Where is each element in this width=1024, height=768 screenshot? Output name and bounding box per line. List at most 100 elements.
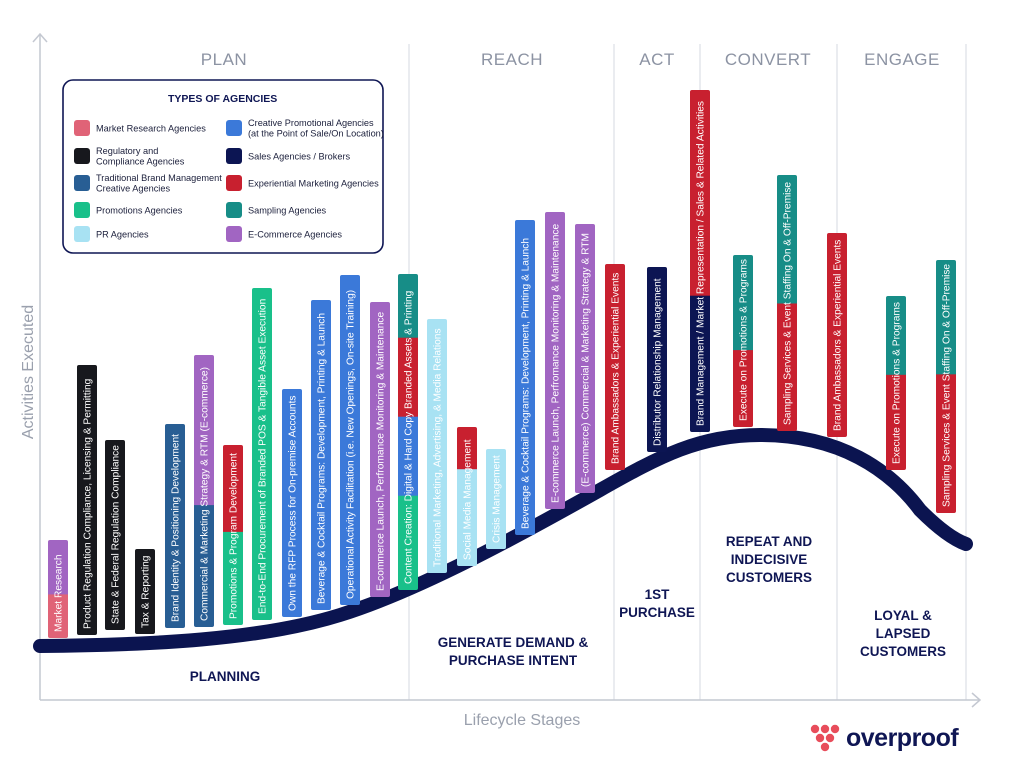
legend-swatch — [74, 148, 90, 164]
legend-label: Sales Agencies / Brokers — [248, 151, 351, 161]
activity-pill: Own the RFP Process for On-premise Accou… — [282, 389, 302, 617]
pill-segment-sampling — [733, 255, 753, 351]
activity-pill: End-to-End Procurement of Branded POS & … — [252, 288, 272, 620]
legend-swatch — [226, 175, 242, 191]
logo-mark-dot — [820, 724, 830, 734]
pill-segment-ecommerce — [575, 224, 595, 493]
activity-label: E-commerce Launch, Perfromance Monitorin… — [551, 224, 562, 503]
legend-label: Market Research Agencies — [96, 123, 206, 133]
legend-swatch — [226, 148, 242, 164]
bucket-label: PURCHASE INTENT — [449, 653, 578, 668]
activity-label: Beverage & Cocktail Programs: Developmen… — [317, 313, 328, 604]
activity-pill: E-commerce Launch, Perfromance Monitorin… — [545, 212, 565, 509]
bucket-label: LAPSED — [876, 626, 931, 641]
activity-pill: (E-commerce) Commercial & Marketing Stra… — [575, 224, 595, 493]
bucket-label: 1ST — [645, 587, 671, 602]
stage-label-act: ACT — [639, 50, 675, 69]
pill-segment-ecommerce — [370, 302, 390, 597]
activity-label: Commercial & Marketing Strategy & RTM (E… — [200, 367, 211, 621]
axes-layer: Activities Executed Lifecycle Stages — [20, 32, 982, 729]
pill-segment-experiential — [690, 90, 710, 296]
legend-label: Promotions Agencies — [96, 205, 183, 215]
activity-label: Promotions & Program Development — [229, 453, 240, 619]
pills-layer: Market Research Product Regulation Compli… — [48, 90, 956, 638]
activity-pill: Social Media Management — [457, 427, 477, 566]
legend-title: TYPES OF AGENCIES — [168, 93, 277, 105]
pill-segment-ecommerce — [194, 355, 214, 506]
pill-segment-pr — [427, 319, 447, 573]
legend-swatch — [226, 120, 242, 136]
legend-swatch — [74, 175, 90, 191]
activity-label: End-to-End Procurement of Branded POS & … — [258, 299, 269, 614]
activity-pill: E-commerce Launch, Perfromance Monitorin… — [370, 302, 390, 597]
activity-label: Market Research — [54, 554, 65, 632]
pill-segment-sales — [647, 267, 667, 452]
stage-labels: PLAN REACH ACT CONVERT ENGAGE — [201, 50, 940, 69]
bucket-label: REPEAT AND — [726, 534, 813, 549]
logo-mark-dot — [825, 733, 835, 743]
legend-label: Traditional Brand Management — [96, 173, 222, 183]
activity-pill: Market Research — [48, 540, 68, 638]
activity-label: Brand Management / Market Representation… — [696, 101, 707, 426]
legend-swatch — [74, 120, 90, 136]
pill-segment-experiential — [457, 427, 477, 470]
pill-segment-experiential — [936, 373, 956, 513]
activity-pill: Brand Ambassadors & Experiential Events — [605, 264, 625, 470]
activity-pill: Promotions & Program Development — [223, 445, 243, 625]
y-axis — [32, 32, 48, 700]
pill-segment-experiential — [398, 337, 418, 417]
activity-pill: Brand Ambassadors & Experiential Events — [827, 233, 847, 437]
legend-frame — [62, 79, 384, 254]
activity-pill: Brand Management / Market Representation… — [690, 90, 710, 432]
activity-pill: Execute on Promotions & Programs — [733, 255, 753, 427]
overproof-logo: overproof — [810, 724, 960, 752]
activity-label: Traditional Marketing, Advertising, & Me… — [433, 328, 444, 567]
activity-label: Content Creation: Digital & Hard Copy Br… — [404, 290, 415, 584]
pill-segment-creative-promo — [282, 389, 302, 617]
pill-segment-experiential — [223, 445, 243, 532]
pill-segment-traditional-brand — [165, 424, 185, 628]
legend-label: Sampling Agencies — [248, 205, 327, 215]
activity-label: Execute on Promotions & Programs — [892, 302, 903, 464]
activity-pill: Distributor Relationship Management — [647, 267, 667, 452]
pill-segment-traditional-brand — [194, 504, 214, 627]
legend-swatch — [226, 226, 242, 242]
pill-segment-ecommerce — [48, 540, 68, 595]
activity-label: Own the RFP Process for On-premise Accou… — [288, 395, 299, 611]
activity-label: Execute on Promotions & Programs — [739, 259, 750, 421]
x-axis — [40, 692, 982, 708]
pill-segment-experiential — [827, 233, 847, 437]
pill-segment-sampling — [886, 296, 906, 375]
pill-segment-regulatory — [77, 365, 97, 635]
activity-pill: Crisis Management — [486, 449, 506, 549]
pill-segment-experiential — [886, 374, 906, 470]
activity-pill: Content Creation: Digital & Hard Copy Br… — [398, 274, 418, 590]
grid-layer — [408, 44, 967, 700]
legend-box: TYPES OF AGENCIES Market Research Agencie… — [62, 79, 384, 254]
activity-label: (E-commerce) Commercial & Marketing Stra… — [581, 233, 592, 487]
logo-mark-dot — [815, 733, 825, 743]
pill-segment-creative-promo — [311, 300, 331, 610]
stage-label-engage: ENGAGE — [864, 50, 940, 69]
activity-pill: Commercial & Marketing Strategy & RTM (E… — [194, 355, 214, 627]
bucket-label: PURCHASE — [619, 605, 695, 620]
activity-label: Beverage & Cocktail Programs: Developmen… — [521, 238, 532, 529]
activity-label: Social Media Management — [463, 439, 474, 560]
logo-mark-dot — [830, 724, 840, 734]
pill-segment-sampling — [398, 274, 418, 338]
legend-swatch — [74, 202, 90, 218]
stage-label-reach: REACH — [481, 50, 543, 69]
stage-label-convert: CONVERT — [725, 50, 811, 69]
activity-label: Product Regulation Compliance, Licensing… — [83, 378, 94, 629]
pill-segment-promotions — [223, 531, 243, 625]
activity-pill: Product Regulation Compliance, Licensing… — [77, 365, 97, 635]
activity-pill: Sampling Services & Event Staffing On & … — [936, 260, 956, 513]
activity-label: Brand Ambassadors & Experiential Events — [833, 240, 844, 431]
logo-mark-dot — [810, 724, 820, 734]
logo-mark-dot — [820, 742, 830, 752]
x-axis-title: Lifecycle Stages — [464, 712, 581, 729]
activity-pill: Execute on Promotions & Programs — [886, 296, 906, 470]
activity-label: Crisis Management — [492, 455, 503, 543]
activity-pill: Operational Activity Facilitation (i.e. … — [340, 275, 360, 605]
